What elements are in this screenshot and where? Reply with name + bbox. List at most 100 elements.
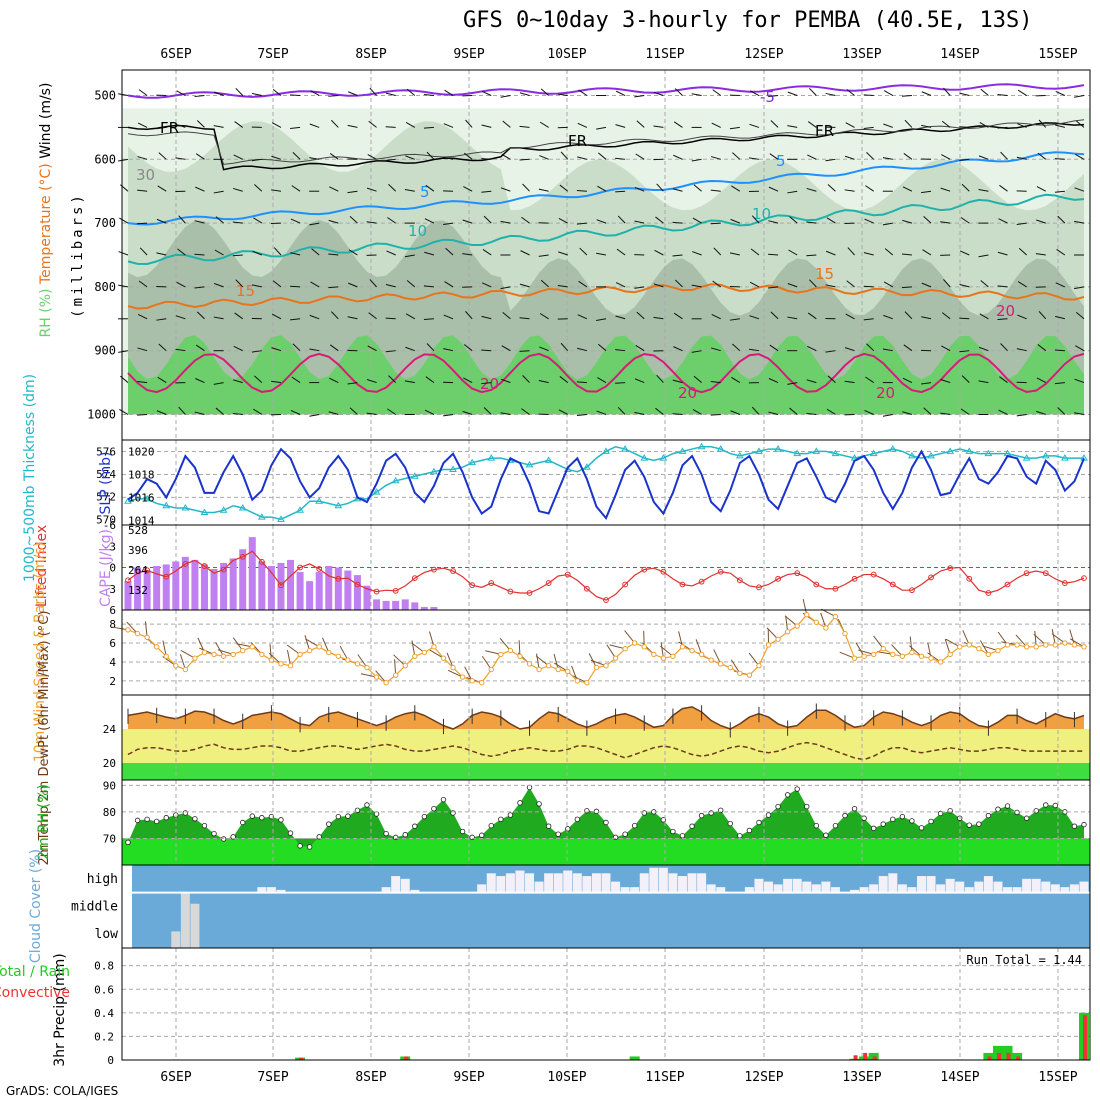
- wind-barb: [309, 222, 320, 226]
- wind-barb: [386, 250, 396, 256]
- wind-barb: [729, 126, 740, 130]
- rh2m-point: [909, 818, 915, 824]
- thickness-point: [678, 447, 687, 454]
- wind-barb: [1056, 248, 1066, 256]
- thickness-point: [544, 456, 553, 463]
- bottom-date-label: 10SEP: [547, 1070, 586, 1085]
- wind-barb: [901, 95, 912, 97]
- wind-barb: [809, 87, 817, 96]
- wind-barb: [292, 152, 301, 160]
- wind10-point: [1014, 642, 1020, 648]
- wind-barb: [214, 91, 224, 96]
- wind10-point: [976, 646, 982, 652]
- wind-barb: [328, 286, 339, 289]
- wind-barb: [711, 313, 721, 320]
- lifted-index-point: [373, 588, 380, 595]
- thickness-point: [659, 454, 668, 461]
- wind-barb: [558, 409, 568, 415]
- wind-barb: [119, 217, 129, 224]
- slp-tick: 1020: [128, 445, 155, 458]
- wind10-point: [737, 670, 743, 676]
- wind-barb: [883, 123, 893, 128]
- rh2m-point: [306, 844, 313, 850]
- wind-barb: [253, 217, 263, 224]
- top-date-label: 15SEP: [1038, 47, 1077, 62]
- wind10-point: [306, 647, 313, 654]
- wind-barb: [347, 282, 358, 288]
- lifted-index-point: [125, 577, 131, 584]
- cape-tick: 396: [128, 544, 148, 557]
- thickness-point: [238, 504, 247, 511]
- wind-barb: [674, 88, 683, 96]
- cloud-high-bar: [1060, 887, 1070, 893]
- cloud-high-bar: [391, 876, 401, 893]
- wind-barb: [883, 90, 894, 96]
- rh2m-point: [450, 810, 456, 816]
- wind-barb: [634, 411, 645, 415]
- wind-barb: [444, 89, 454, 96]
- cloud-high-bar: [257, 887, 267, 893]
- wind10-point: [670, 653, 676, 659]
- lifted-index-point: [660, 568, 667, 575]
- cape-bar: [172, 561, 180, 610]
- wind-barb: [864, 409, 874, 415]
- wind10-point: [899, 653, 906, 659]
- wind-tick: 6: [109, 637, 116, 650]
- cloud-high-bar: [888, 873, 898, 893]
- wind10-point: [545, 663, 552, 669]
- wind10-point: [297, 651, 303, 658]
- wind-barb: [404, 380, 415, 384]
- wind-barb: [175, 348, 186, 352]
- wind10-point: [622, 646, 628, 652]
- rh2m-point: [125, 839, 131, 846]
- rh2m-point: [249, 813, 255, 819]
- credit-label: GrADS: COLA/IGES: [6, 1084, 119, 1098]
- wind-barb: [310, 281, 320, 288]
- wind-barb: [502, 311, 511, 320]
- thickness-point: [697, 442, 706, 450]
- wind-barb: [844, 347, 855, 352]
- wind-barb: [693, 184, 702, 192]
- wind-barb: [329, 344, 339, 352]
- lifted-index-point: [488, 580, 495, 586]
- wind10-line: [127, 613, 1085, 684]
- freezing-level-line: [127, 122, 1085, 171]
- cloud-high-bar: [1012, 887, 1022, 893]
- temp-tick: 24: [103, 723, 117, 736]
- wind-barb: [596, 410, 607, 415]
- bottom-date-label: 14SEP: [940, 1070, 979, 1085]
- wind10-point: [498, 651, 504, 658]
- cloud-high-bar: [553, 873, 563, 893]
- wind10-point: [842, 630, 848, 637]
- wind-barb: [1054, 349, 1065, 352]
- rh2m-point: [966, 822, 972, 828]
- wind-barb: [1036, 219, 1046, 224]
- wind-barb: [634, 186, 645, 192]
- wind-tick: 4: [109, 656, 116, 669]
- wind-barb: [367, 345, 377, 352]
- wind10-point: [383, 680, 389, 686]
- wind-barb: [997, 93, 1008, 97]
- slp-ylabel-right: SLP (mb): [98, 451, 114, 514]
- wind10-point: [756, 663, 762, 669]
- wind-barb: [500, 378, 511, 384]
- wind-barb: [863, 94, 874, 97]
- wind-barb: [978, 380, 989, 384]
- wind-barb: [405, 121, 416, 128]
- rh2m-point: [1004, 803, 1011, 809]
- wind10-point: [507, 647, 514, 654]
- wind-barb: [213, 316, 224, 320]
- cape-bar: [334, 567, 342, 610]
- cape-tick: 528: [128, 524, 148, 537]
- wind-barb: [863, 285, 874, 288]
- precip-conv-bar: [299, 1057, 304, 1060]
- wind-barb: [1017, 89, 1027, 96]
- cape-tick: 264: [128, 564, 148, 577]
- wind-barb: [1076, 120, 1085, 128]
- wind-barb: [328, 95, 339, 97]
- wind-barb: [940, 187, 951, 192]
- wind-barb: [194, 411, 205, 415]
- lifted-index-point: [144, 567, 151, 574]
- wind-barb: [538, 380, 549, 384]
- wind-barb: [710, 413, 721, 416]
